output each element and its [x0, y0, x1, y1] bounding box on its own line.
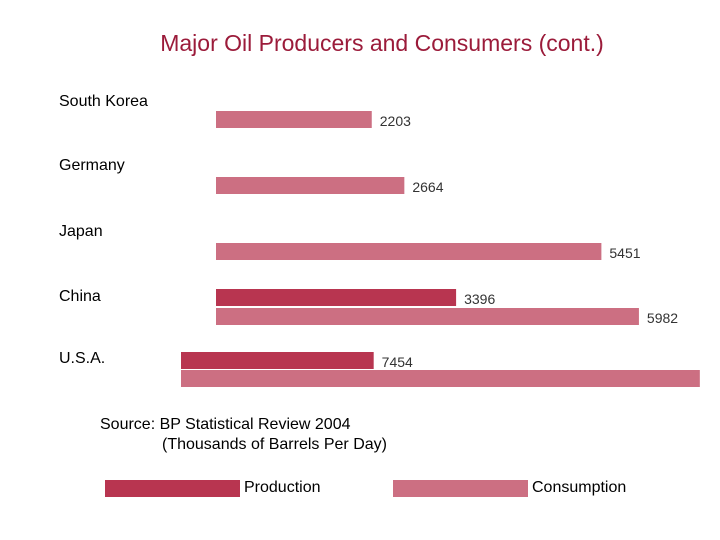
value-label-consumption-germany: 2664: [412, 179, 443, 195]
bar-consumption-germany: [216, 177, 405, 194]
bar-production-u-s-a: [181, 352, 374, 369]
source-text: Source: BP Statistical Review 2004: [100, 416, 351, 433]
category-label-china: China: [59, 288, 101, 305]
legend-swatch-consumption: [393, 480, 528, 497]
chart-title: Major Oil Producers and Consumers (cont.…: [160, 30, 604, 56]
legend-label-production: Production: [244, 479, 321, 496]
unit-text: (Thousands of Barrels Per Day): [162, 436, 387, 453]
value-label-production-china: 3396: [464, 291, 495, 307]
legend-swatch-production: [105, 480, 240, 497]
value-label-consumption-south-korea: 2203: [380, 113, 411, 129]
value-label-consumption-china: 5982: [647, 310, 678, 326]
category-label-u-s-a: U.S.A.: [59, 350, 105, 367]
bar-consumption-china: [216, 308, 639, 325]
category-label-south-korea: South Korea: [59, 93, 148, 110]
bar-consumption-u-s-a: [181, 370, 700, 387]
bar-production-china: [216, 289, 457, 306]
value-label-production-u-s-a: 7454: [382, 354, 413, 370]
category-label-japan: Japan: [59, 223, 103, 240]
legend-label-consumption: Consumption: [532, 479, 627, 496]
bar-consumption-japan: [216, 243, 602, 260]
category-label-germany: Germany: [59, 157, 125, 174]
source-note: Source: BP Statistical Review 2004 (Thou…: [100, 415, 387, 455]
value-label-consumption-japan: 5451: [609, 245, 640, 261]
value-label-consumption-u-s-a: 20071: [674, 397, 713, 400]
bar-consumption-south-korea: [216, 111, 372, 128]
bar-chart: South Korea 2203 Germany 2664 Japan 5451 China…: [59, 93, 713, 400]
